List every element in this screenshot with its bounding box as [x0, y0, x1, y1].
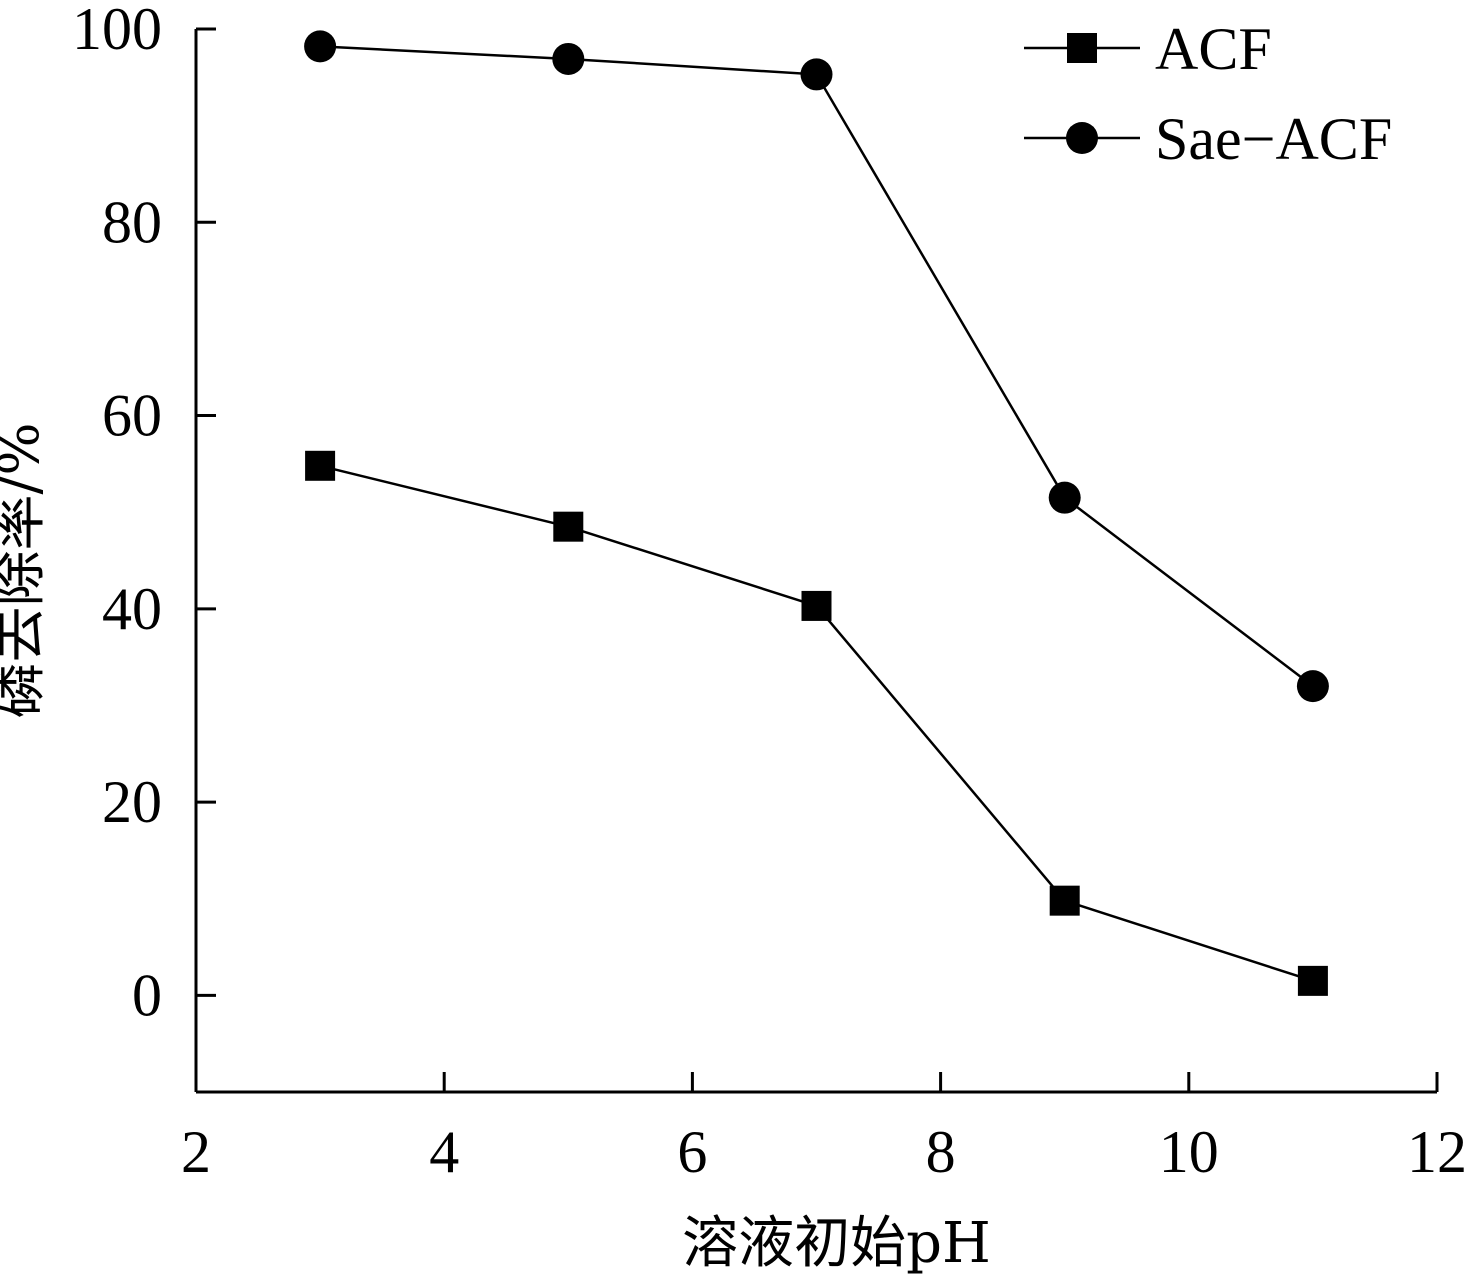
x-tick-label: 6: [677, 1119, 707, 1185]
x-tick-label: 4: [429, 1119, 459, 1185]
series-line: [319, 464, 1314, 983]
legend: ACF Sae−ACF: [1024, 16, 1392, 172]
series-layer: [304, 30, 1329, 996]
x-tick-label: 12: [1407, 1119, 1467, 1185]
data-point: [553, 511, 584, 542]
data-point: [801, 590, 832, 621]
legend-label: Sae−ACF: [1155, 106, 1392, 172]
series-acf: [305, 450, 1328, 996]
data-point: [1048, 481, 1081, 514]
y-tick-label: 0: [132, 962, 162, 1028]
series-sae-acf: [304, 30, 1329, 703]
data-point: [800, 58, 833, 91]
x-axis-title: 溶液初始pH: [682, 1211, 991, 1276]
data-point: [304, 30, 337, 63]
legend-item: Sae−ACF: [1024, 106, 1392, 172]
data-point: [552, 42, 585, 75]
y-tick-label: 60: [102, 383, 162, 449]
axes: [194, 29, 1437, 1094]
legend-item: ACF: [1024, 16, 1272, 82]
y-tick-label: 100: [72, 0, 162, 62]
y-axis-title: 磷去除率/%: [0, 422, 52, 718]
legend-label: ACF: [1155, 16, 1272, 82]
x-tick-label: 8: [926, 1119, 956, 1185]
data-point: [1296, 670, 1329, 703]
y-tick-label: 40: [102, 576, 162, 642]
y-tick-label: 20: [102, 769, 162, 835]
y-ticks: 0 20 40 60 80 100: [72, 0, 216, 1028]
data-point: [1297, 965, 1328, 996]
data-point: [1049, 885, 1080, 916]
x-tick-label: 10: [1159, 1119, 1219, 1185]
legend-marker: [1066, 122, 1098, 154]
data-point: [305, 450, 336, 481]
x-tick-label: 2: [181, 1119, 211, 1185]
x-ticks: 2 4 6 8 10 12: [181, 1072, 1467, 1185]
y-tick-label: 80: [102, 189, 162, 255]
legend-marker: [1067, 33, 1097, 63]
